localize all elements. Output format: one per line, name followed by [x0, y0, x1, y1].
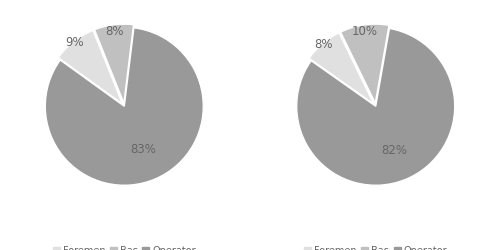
Text: 82%: 82% — [381, 144, 407, 156]
Text: 9%: 9% — [65, 36, 84, 49]
Wedge shape — [94, 24, 134, 103]
Wedge shape — [296, 28, 454, 185]
Text: 10%: 10% — [352, 25, 378, 38]
Wedge shape — [340, 24, 389, 103]
Legend: Foremen, Bas, Operator: Foremen, Bas, Operator — [300, 242, 451, 250]
Legend: Foremen, Bas, Operator: Foremen, Bas, Operator — [49, 242, 200, 250]
Text: 8%: 8% — [106, 24, 124, 38]
Text: 83%: 83% — [130, 143, 156, 156]
Wedge shape — [58, 30, 122, 104]
Wedge shape — [309, 33, 374, 104]
Text: 8%: 8% — [314, 38, 332, 51]
Wedge shape — [46, 28, 203, 185]
